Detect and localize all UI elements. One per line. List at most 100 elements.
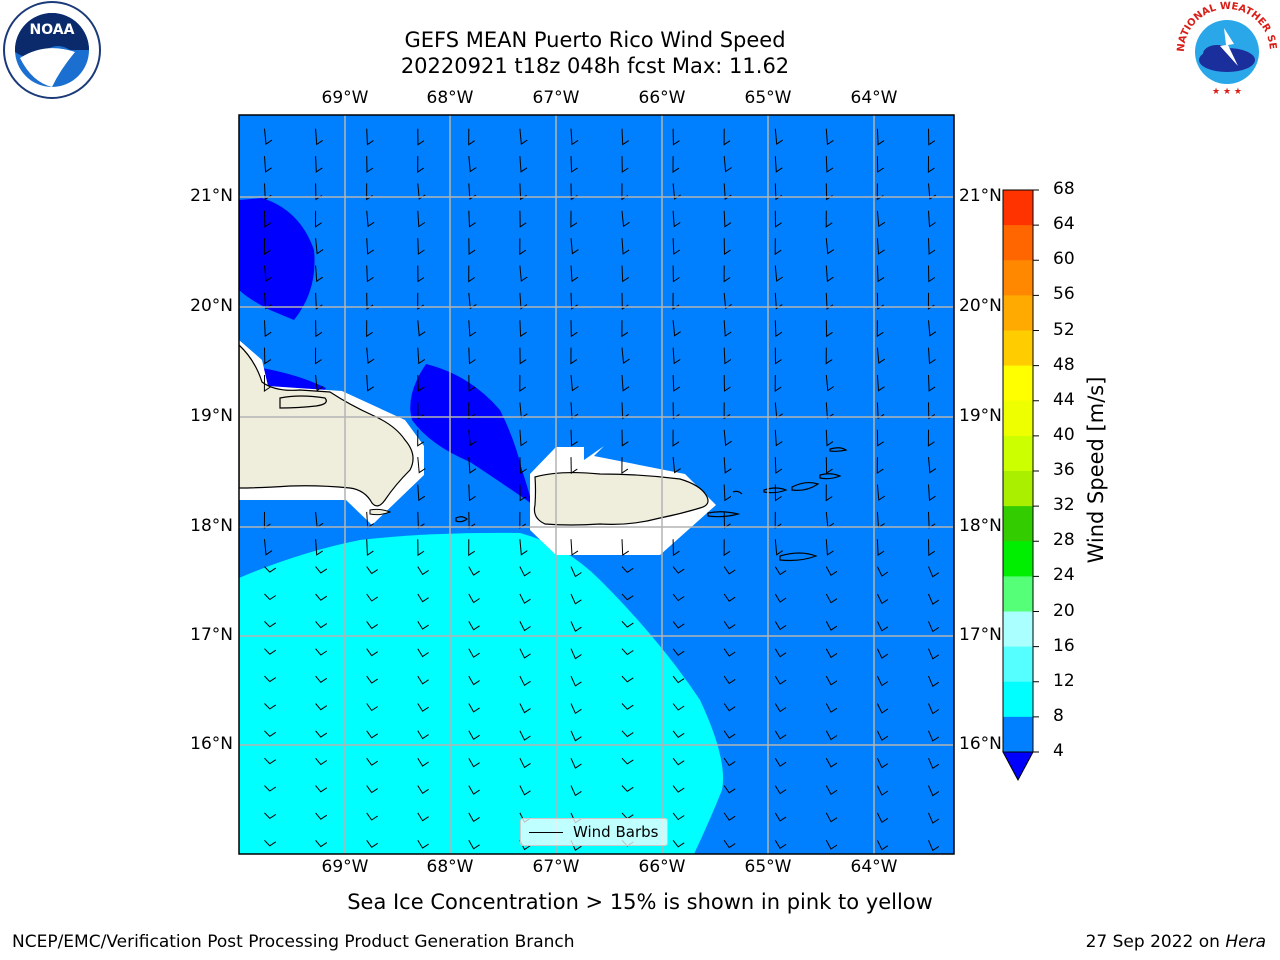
wind-barb (315, 238, 324, 255)
footer-credit: NCEP/EMC/Verification Post Processing Pr… (12, 932, 575, 952)
wind-barb (774, 374, 782, 392)
lat-label-right: 21°N (959, 186, 1002, 206)
wind-barb (570, 648, 582, 660)
wind-barb (621, 347, 630, 364)
wind-barb (366, 703, 378, 712)
wind-barb (723, 210, 732, 228)
wind-barb (927, 156, 935, 174)
wind-barb (672, 156, 680, 174)
wind-barb (417, 457, 426, 474)
wind-barb (928, 758, 940, 770)
colorbar-segment (1003, 435, 1033, 472)
wind-barb (672, 675, 685, 684)
wind-barb (825, 292, 834, 310)
wind-barb (315, 566, 328, 574)
colorbar-tick-label: 64 (1053, 214, 1075, 235)
lat-label-right: 17°N (959, 625, 1002, 645)
wind-barb (825, 675, 838, 686)
lon-label-bottom: 67°W (532, 857, 580, 877)
wind-barb (468, 703, 480, 713)
wind-barb (417, 238, 425, 255)
wind-barb (774, 785, 787, 795)
wind-barb (570, 757, 582, 769)
wind-barb (621, 402, 629, 420)
wind-barb (825, 128, 834, 146)
wind-barb (774, 457, 783, 474)
wind-barb (774, 757, 787, 767)
wind-barb (928, 566, 940, 578)
wind-barb (825, 210, 833, 228)
wind-barb (468, 429, 477, 447)
wind-barb (621, 539, 629, 557)
wind-barb (417, 292, 424, 310)
wind-barb (264, 839, 277, 847)
wind-barb (366, 238, 374, 255)
wind-barb (519, 484, 527, 502)
wind-barb (519, 757, 531, 769)
wind-barb (928, 785, 940, 797)
noaa-logo-text: NOAA (30, 22, 75, 38)
wind-barb (825, 730, 838, 741)
wind-barb (519, 292, 528, 310)
wind-barb (468, 511, 476, 529)
wind-barb (519, 593, 531, 604)
wind-barb (468, 402, 475, 420)
wind-barb (774, 840, 787, 850)
wind-barb (468, 648, 480, 658)
wind-barb (366, 566, 378, 575)
wind-barb (570, 593, 582, 605)
colorbar-segment (1003, 716, 1033, 753)
lon-label-top: 69°W (321, 88, 369, 108)
wind-barb (264, 539, 273, 556)
wind-barb (519, 128, 528, 145)
wind-barb (723, 484, 732, 502)
wind-barbs (263, 128, 940, 852)
wind-barb (315, 265, 323, 283)
wind-barb (570, 785, 582, 797)
wind-barb (366, 539, 374, 557)
lon-label-bottom: 68°W (426, 857, 474, 877)
colorbar-segment (1003, 471, 1033, 507)
wind-barb (723, 128, 731, 146)
wind-barb (723, 757, 736, 767)
wind-barb (570, 347, 578, 365)
footer-host: Hera (1225, 932, 1266, 952)
wind-barb (519, 210, 527, 228)
wind-barb (315, 128, 323, 146)
wind-barb (672, 265, 680, 283)
wind-barb (468, 621, 480, 631)
wind-barb (876, 402, 885, 420)
lat-label-left: 20°N (190, 296, 233, 316)
wind-barb (927, 429, 935, 447)
wind-barb (621, 128, 629, 146)
colorbar-tick-label: 52 (1053, 319, 1075, 340)
wind-barb (570, 210, 578, 228)
wind-barb (468, 374, 476, 392)
wind-barb (570, 320, 578, 338)
wind-barb (519, 675, 531, 687)
wind-barb (570, 402, 579, 419)
lat-label-left: 19°N (190, 406, 233, 426)
wind-barb (468, 292, 477, 310)
wind-barb (825, 402, 834, 419)
wind-barb (774, 730, 787, 740)
colorbar-tick-label: 56 (1053, 284, 1075, 305)
wind-barb (928, 320, 937, 337)
colorbar-title: Wind Speed [m/s] (1084, 376, 1108, 564)
colorbar (1002, 189, 1039, 782)
wind-barb (876, 566, 889, 577)
wind-barb (417, 320, 426, 337)
wind-barb (672, 621, 685, 629)
wind-barb (876, 785, 889, 796)
wind-barb (825, 457, 833, 475)
lat-label-right: 19°N (959, 406, 1002, 426)
wind-barb (723, 730, 736, 739)
chart-subtitle: 20220921 t18z 048h fcst Max: 11.62 (400, 54, 790, 78)
wind-barb (519, 320, 527, 338)
wind-barb (672, 757, 685, 766)
wind-barb (519, 347, 527, 365)
wind-barb (672, 457, 681, 474)
wind-barb (928, 347, 936, 365)
footer-date-text: 27 Sep 2022 on (1085, 932, 1226, 952)
wind-barb (825, 840, 838, 850)
